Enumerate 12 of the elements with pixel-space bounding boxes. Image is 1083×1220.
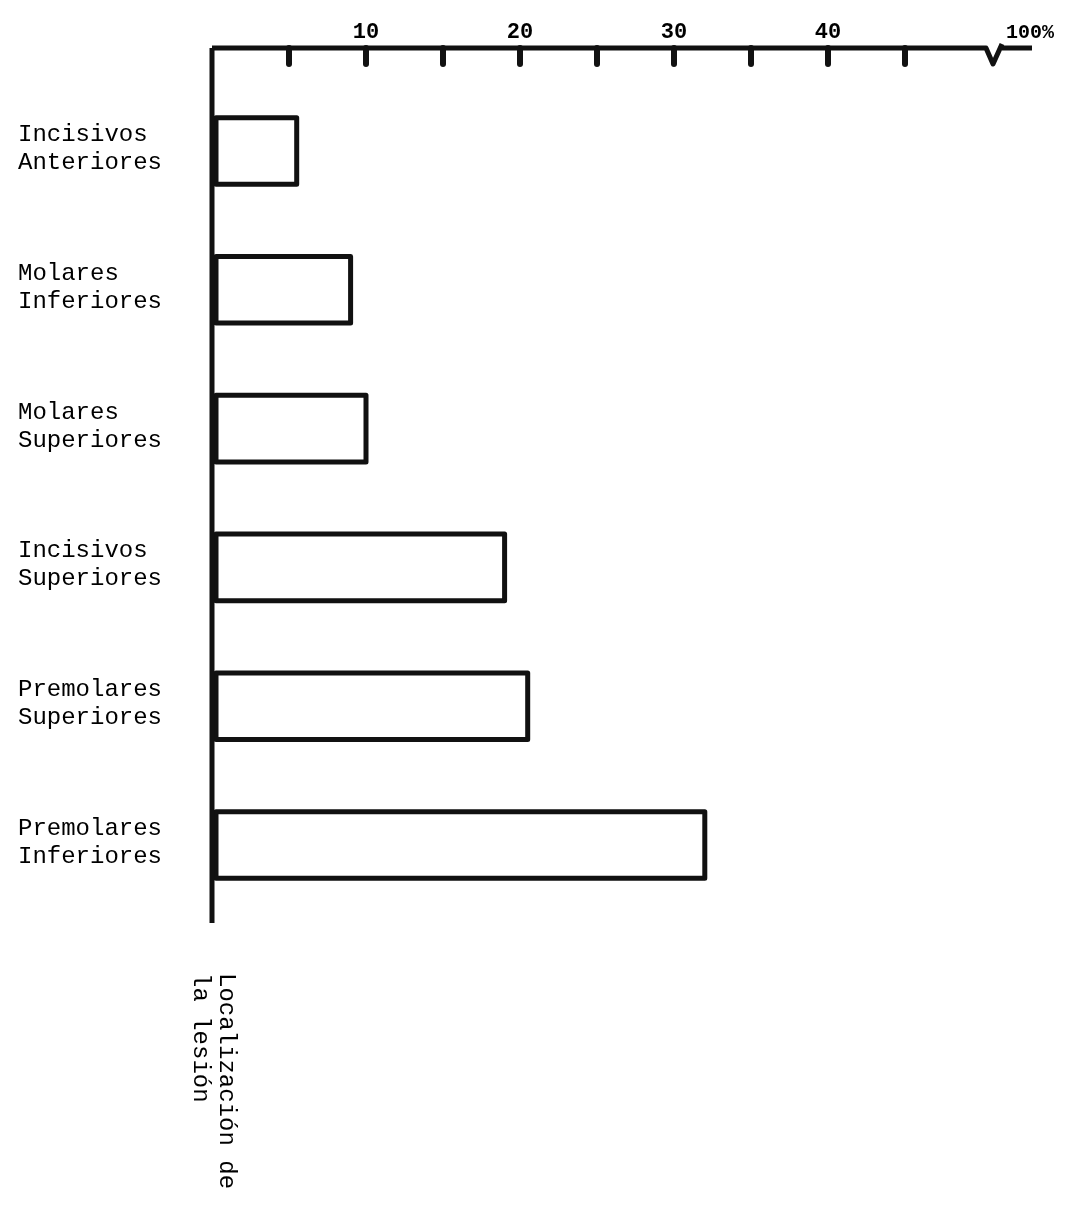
y-tick-label: Molares Inferiores xyxy=(18,259,163,315)
x-tick-label: 30 xyxy=(660,20,688,45)
y-tick-label: Incisivos Superiores xyxy=(18,537,163,593)
y-tick-label: Incisivos Anteriores xyxy=(18,121,163,177)
text: 100% xyxy=(1005,21,1055,44)
y-tick-label: Premolares Inferiores xyxy=(18,814,163,870)
x-tick-label: 40 xyxy=(814,20,842,45)
x-tick-label: 20 xyxy=(506,20,534,45)
y-tick-label: Molares Superiores xyxy=(18,398,163,454)
x-tick-label: 10 xyxy=(352,20,380,45)
y-tick-label: Premolares Superiores xyxy=(18,676,163,732)
y-axis-title: Localización de la lesión xyxy=(187,973,240,1190)
